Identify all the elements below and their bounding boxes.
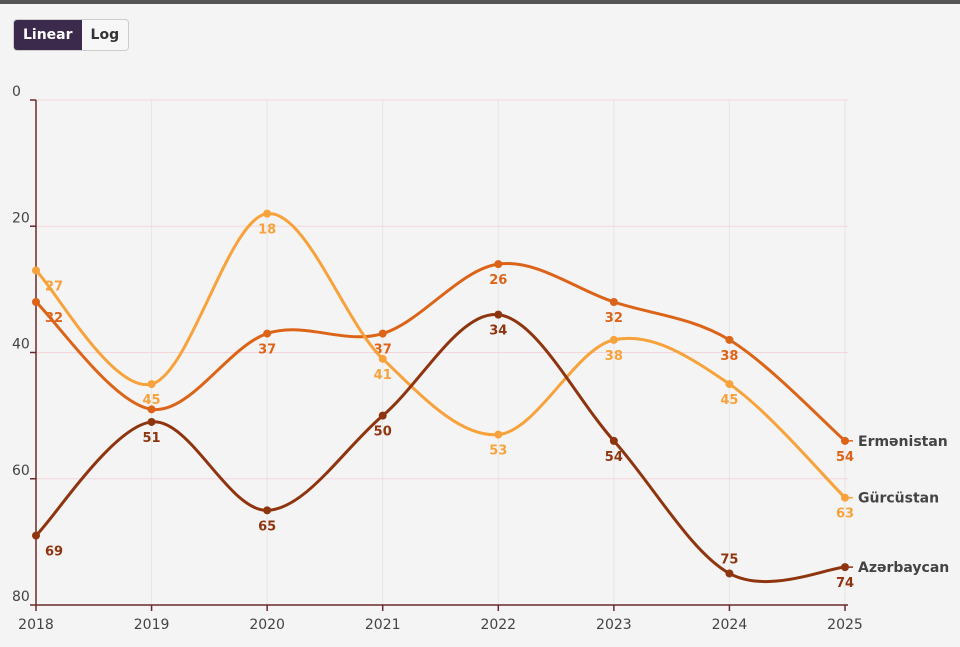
data-label: 41 — [374, 368, 392, 383]
data-label: 65 — [258, 519, 276, 534]
data-label: 32 — [45, 311, 63, 326]
series-name: Azərbaycan — [858, 560, 949, 576]
data-label: 37 — [258, 343, 276, 358]
data-label: 18 — [258, 223, 276, 238]
scale-toggle: Linear Log — [13, 19, 130, 51]
x-tick-label: 2019 — [134, 617, 170, 633]
data-label: 26 — [489, 273, 507, 288]
scale-button[interactable]: Log — [81, 20, 129, 50]
data-label: 45 — [143, 393, 161, 408]
data-point — [147, 417, 156, 426]
data-point — [263, 329, 272, 338]
data-label: 75 — [720, 552, 738, 567]
x-tick-label: 2024 — [712, 617, 748, 633]
series-name: Gürcüstan — [858, 491, 939, 507]
data-point — [609, 335, 618, 344]
y-tick-label: 0 — [12, 84, 21, 100]
data-point — [147, 380, 156, 389]
data-point — [725, 335, 734, 344]
data-point — [147, 405, 156, 414]
y-tick-label: 40 — [12, 337, 30, 353]
x-tick-label: 2023 — [596, 617, 632, 633]
scale-button[interactable]: Linear — [14, 20, 82, 50]
series-name: Ermənistan — [858, 434, 948, 450]
data-point — [378, 354, 387, 363]
data-point — [378, 329, 387, 338]
data-label: 63 — [836, 507, 854, 522]
series-line — [34, 262, 846, 443]
data-point — [263, 209, 272, 218]
top-bar — [0, 0, 960, 4]
data-label: 50 — [374, 425, 392, 440]
x-tick-label: 2020 — [249, 617, 285, 633]
series-line — [34, 212, 847, 499]
y-tick-label: 60 — [12, 463, 30, 479]
data-point — [32, 531, 40, 540]
data-point — [494, 430, 503, 439]
data-point — [494, 260, 503, 269]
data-point — [725, 380, 734, 389]
data-point — [32, 298, 40, 306]
data-label: 32 — [605, 311, 623, 326]
x-tick-label: 2021 — [365, 617, 401, 633]
data-point — [32, 266, 40, 275]
data-point — [725, 569, 734, 578]
data-label: 45 — [720, 393, 738, 408]
data-point — [609, 436, 618, 445]
data-point — [609, 298, 618, 306]
data-label: 69 — [45, 545, 63, 560]
data-point — [494, 310, 503, 319]
x-tick-label: 2025 — [827, 617, 863, 633]
data-point — [378, 411, 387, 420]
data-point — [263, 506, 272, 515]
data-label: 27 — [45, 279, 63, 294]
data-label: 74 — [836, 576, 854, 591]
data-label: 54 — [836, 450, 854, 465]
data-label: 53 — [489, 444, 507, 459]
data-label: 51 — [143, 431, 161, 446]
data-label: 38 — [720, 349, 738, 364]
data-label: 54 — [605, 450, 623, 465]
data-label: 34 — [489, 324, 507, 339]
series-line — [34, 313, 846, 583]
data-label: 38 — [605, 349, 623, 364]
x-tick-label: 2018 — [18, 617, 54, 633]
y-tick-label: 80 — [12, 589, 30, 605]
x-tick-label: 2022 — [480, 617, 516, 633]
y-tick-label: 20 — [12, 210, 30, 226]
